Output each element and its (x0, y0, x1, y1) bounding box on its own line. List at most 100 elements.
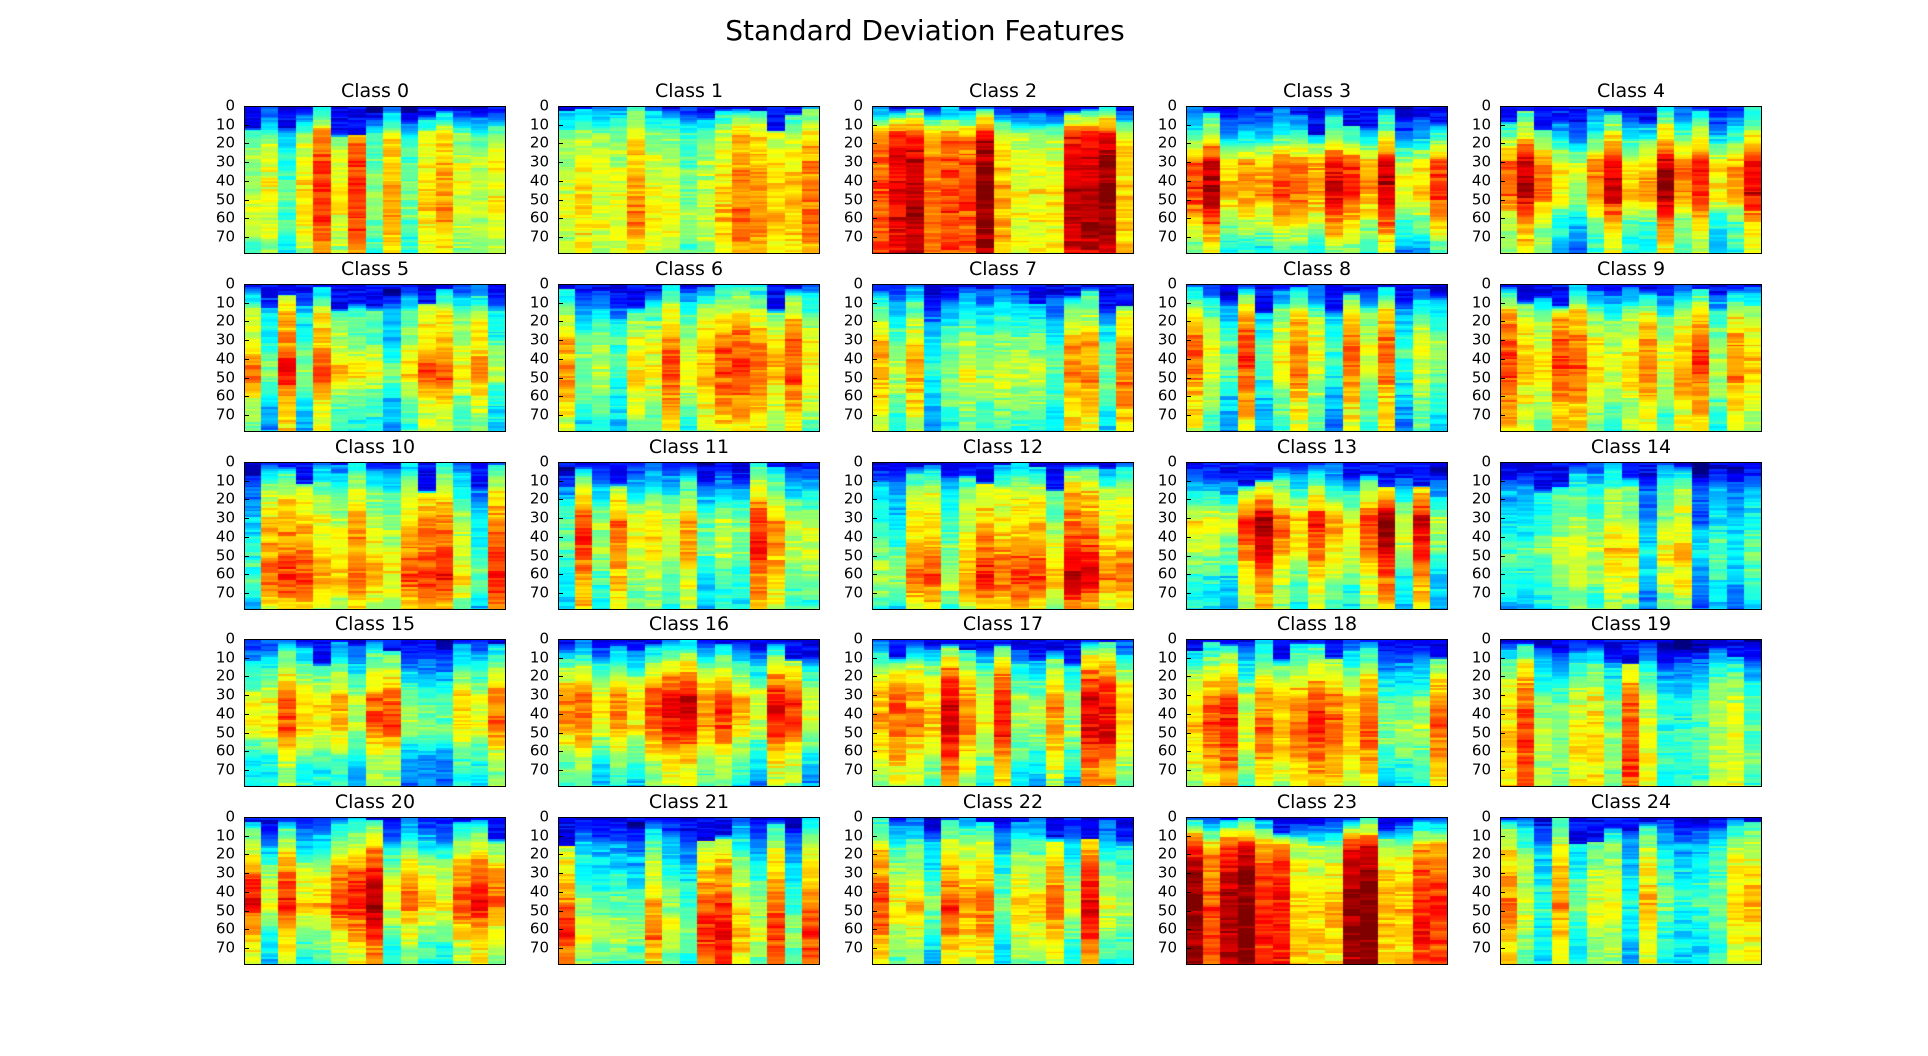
y-tick-label: 50 (1471, 190, 1491, 209)
y-tick-mark (1500, 713, 1505, 715)
heatmap-panel: Class 11 0 10 20 30 40 50 60 70 (530, 436, 820, 610)
heatmap-cells (1500, 462, 1762, 610)
y-tick-label: 0 (539, 807, 549, 826)
y-tick-label: 0 (539, 629, 549, 648)
y-tick-label: 40 (1471, 882, 1491, 901)
y-tick-label: 20 (215, 666, 235, 685)
y-tick-mark (1186, 499, 1191, 501)
panel-title: Class 7 (968, 258, 1038, 280)
y-tick-label: 0 (1481, 96, 1491, 115)
y-tick-label: 30 (843, 863, 863, 882)
y-tick-label: 20 (1157, 666, 1177, 685)
y-tick-mark (872, 732, 877, 734)
y-tick-mark (872, 162, 877, 164)
y-tick-mark (1500, 415, 1505, 417)
y-tick-mark (244, 143, 249, 145)
y-tick-mark (558, 396, 563, 398)
y-tick-label: 10 (1157, 115, 1177, 134)
y-tick-mark (1500, 873, 1505, 875)
y-tick-label: 10 (1471, 115, 1491, 134)
y-tick-mark (244, 462, 249, 463)
y-tick-mark (558, 284, 563, 285)
heatmap-cells (1186, 462, 1448, 610)
heatmap-cells (872, 284, 1134, 432)
heatmap-panel: Class 18 0 10 20 30 40 50 60 70 (1158, 613, 1448, 787)
y-tick-label: 10 (1157, 826, 1177, 845)
y-tick-mark (244, 302, 249, 304)
y-tick-mark (558, 415, 563, 417)
y-tick-mark (1186, 180, 1191, 182)
y-tick-label: 0 (853, 452, 863, 471)
y-tick-label: 60 (843, 741, 863, 760)
heatmap-cells (1186, 817, 1448, 965)
y-tick-mark (1186, 676, 1191, 678)
heatmap-cells (244, 284, 506, 432)
y-tick-label: 60 (1157, 386, 1177, 405)
panel-title: Class 17 (962, 613, 1044, 635)
y-tick-mark (1500, 929, 1505, 931)
y-tick-label: 60 (843, 386, 863, 405)
y-tick-label: 40 (843, 349, 863, 368)
y-tick-mark (872, 415, 877, 417)
y-tick-mark (244, 732, 249, 734)
y-tick-label: 20 (1157, 311, 1177, 330)
panel-title: Class 6 (654, 258, 724, 280)
y-tick-mark (244, 124, 249, 126)
y-tick-mark (244, 480, 249, 482)
y-tick-label: 40 (1471, 171, 1491, 190)
y-tick-label: 30 (215, 152, 235, 171)
heatmap-cells (1186, 284, 1448, 432)
y-tick-mark (1500, 751, 1505, 753)
y-tick-label: 60 (215, 741, 235, 760)
y-tick-mark (872, 639, 877, 640)
y-tick-mark (872, 302, 877, 304)
y-tick-label: 30 (1157, 685, 1177, 704)
heatmap-panel: Class 2 0 10 20 30 40 50 60 70 (844, 80, 1134, 254)
y-tick-mark (872, 593, 877, 595)
y-tick-label: 10 (843, 471, 863, 490)
y-tick-label: 0 (1167, 274, 1177, 293)
y-tick-mark (558, 143, 563, 145)
heatmap-panel: Class 5 0 10 20 30 40 50 60 70 (216, 258, 506, 432)
y-tick-label: 40 (215, 527, 235, 546)
y-tick-label: 60 (215, 386, 235, 405)
y-tick-mark (872, 536, 877, 538)
panel-title: Class 12 (962, 436, 1044, 458)
y-tick-mark (244, 218, 249, 220)
y-tick-label: 20 (1471, 489, 1491, 508)
y-tick-label: 60 (1157, 564, 1177, 583)
y-tick-mark (558, 462, 563, 463)
y-tick-label: 30 (843, 685, 863, 704)
y-tick-mark (558, 358, 563, 360)
y-tick-label: 70 (1471, 760, 1491, 779)
y-tick-mark (1186, 948, 1191, 950)
y-tick-mark (1186, 358, 1191, 360)
y-tick-mark (1500, 948, 1505, 950)
y-tick-mark (1500, 695, 1505, 697)
y-tick-mark (1186, 873, 1191, 875)
y-tick-mark (1186, 910, 1191, 912)
y-tick-mark (244, 358, 249, 360)
heatmap-panel: Class 20 0 10 20 30 40 50 60 70 (216, 791, 506, 965)
y-tick-mark (1500, 480, 1505, 482)
y-tick-mark (872, 340, 877, 342)
y-tick-label: 70 (215, 583, 235, 602)
y-tick-mark (872, 817, 877, 818)
y-tick-label: 40 (215, 171, 235, 190)
y-tick-mark (558, 676, 563, 678)
y-tick-mark (558, 518, 563, 520)
y-tick-label: 20 (529, 666, 549, 685)
y-tick-mark (1500, 732, 1505, 734)
y-tick-label: 0 (853, 629, 863, 648)
y-tick-label: 10 (529, 471, 549, 490)
heatmap-cells (558, 462, 820, 610)
y-tick-mark (558, 854, 563, 856)
heatmap-cells (558, 284, 820, 432)
y-tick-mark (244, 340, 249, 342)
y-tick-mark (872, 929, 877, 931)
y-tick-mark (244, 555, 249, 557)
y-tick-mark (1186, 657, 1191, 659)
y-tick-label: 50 (1157, 723, 1177, 742)
y-tick-label: 30 (843, 508, 863, 527)
y-tick-mark (558, 657, 563, 659)
